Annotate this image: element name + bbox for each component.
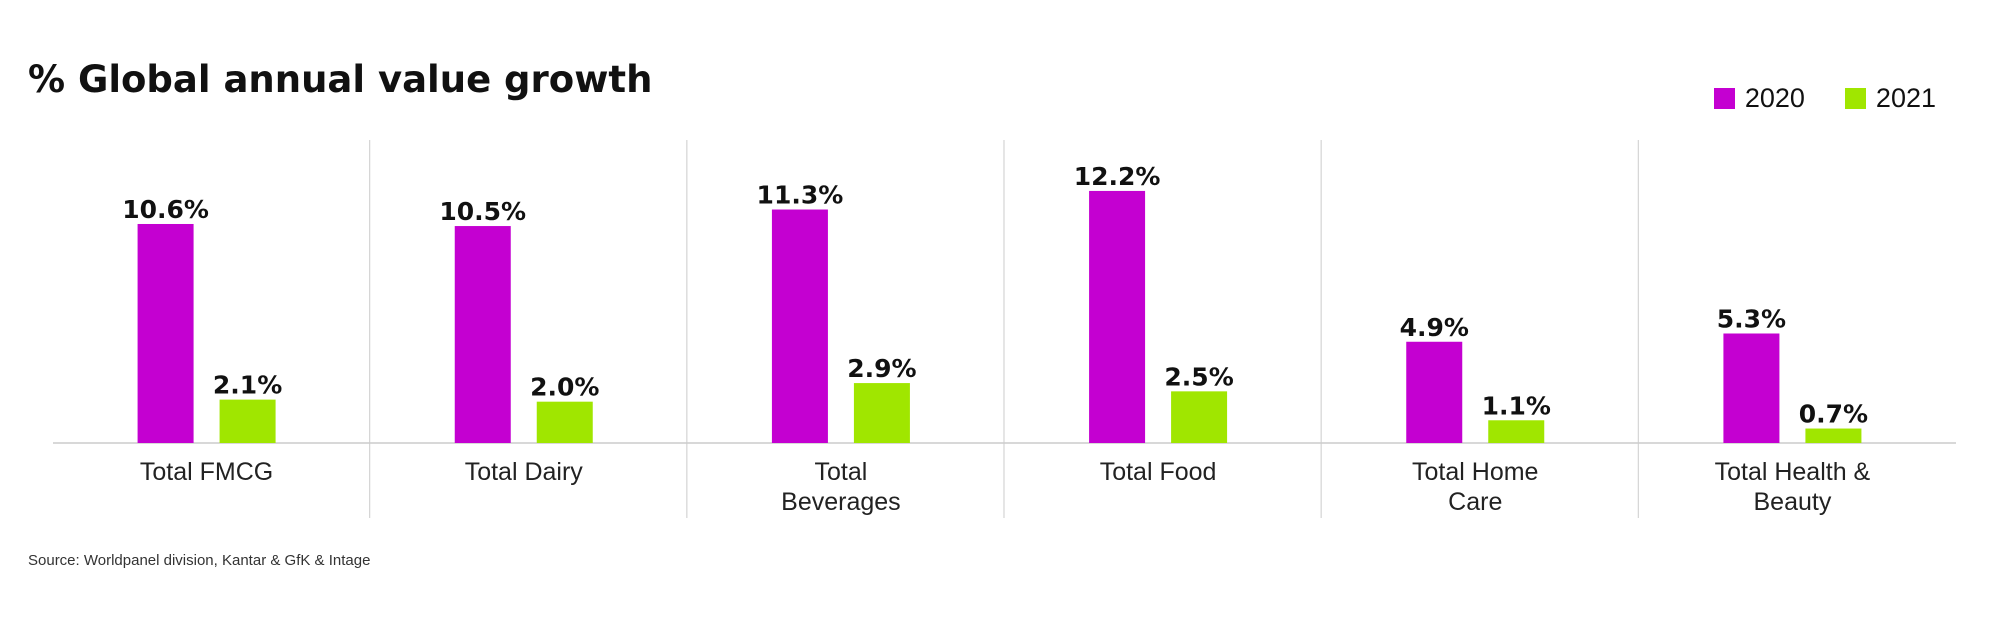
bar-2021: [1488, 420, 1545, 443]
bar-2021: [853, 383, 910, 443]
legend: 2020 2021: [1713, 83, 1936, 114]
bar-2020: [1406, 341, 1463, 443]
data-label-2020: 5.3%: [1717, 304, 1786, 333]
data-label-2020: 12.2%: [1074, 162, 1161, 191]
data-label-2021: 2.0%: [530, 373, 599, 402]
data-label-2020: 10.6%: [122, 195, 209, 224]
data-label-2021: 2.5%: [1164, 362, 1233, 391]
category-label: Total Food: [1100, 458, 1217, 486]
bar-2021: [219, 399, 276, 443]
chart-title: % Global annual value growth: [28, 58, 653, 101]
category-label: Total Health & Beauty: [1715, 458, 1871, 516]
category-label: Total FMCG: [140, 458, 273, 486]
legend-label-2021: 2021: [1875, 83, 1936, 113]
source-note: Source: Worldpanel division, Kantar & Gf…: [28, 552, 371, 569]
category-label: Total Dairy: [465, 458, 584, 486]
bar-2020: [454, 226, 511, 443]
category-label: Total Beverages: [781, 458, 901, 516]
bar-2020: [1089, 190, 1146, 443]
data-label-2021: 0.7%: [1799, 400, 1868, 429]
data-label-2020: 11.3%: [757, 181, 844, 210]
data-label-2021: 2.1%: [213, 371, 282, 400]
legend-swatch-2020: [1713, 88, 1735, 109]
legend-item-2021: 2021: [1844, 83, 1936, 114]
bar-2020: [137, 223, 194, 443]
category-label: Total Home Care: [1412, 458, 1538, 516]
bar-2021: [536, 401, 593, 443]
data-label-2020: 4.9%: [1400, 313, 1469, 342]
legend-label-2020: 2020: [1744, 83, 1805, 113]
data-label-2020: 10.5%: [439, 197, 526, 226]
legend-swatch-2021: [1844, 88, 1866, 109]
bar-2020: [1723, 333, 1780, 443]
legend-item-2020: 2020: [1713, 83, 1805, 114]
data-label-2021: 2.9%: [847, 354, 916, 383]
bar-2021: [1805, 428, 1862, 443]
bar-2020: [771, 209, 828, 443]
bar-2021: [1171, 391, 1228, 443]
data-label-2021: 1.1%: [1482, 391, 1551, 420]
